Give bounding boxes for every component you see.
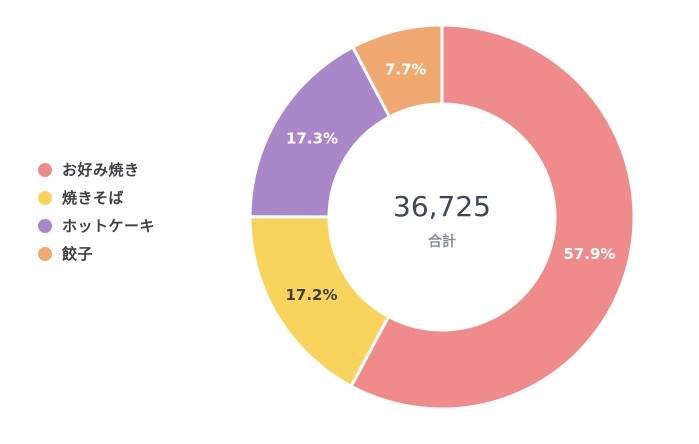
legend-swatch-gyoza	[38, 246, 52, 261]
legend-item-gyoza[interactable]: 餃子	[38, 244, 155, 263]
slice-label-gyoza: 7.7%	[385, 60, 427, 78]
legend-item-okonomiyaki[interactable]: お好み焼き	[38, 160, 155, 179]
legend-swatch-hotcake	[38, 218, 52, 233]
legend-swatch-yakisoba	[38, 190, 52, 205]
legend: お好み焼き 焼きそば ホットケーキ 餃子	[38, 160, 155, 263]
slice-label-hotcake: 17.3%	[286, 129, 338, 147]
slice-label-okonomiyaki: 57.9%	[563, 245, 615, 263]
legend-swatch-okonomiyaki	[38, 162, 52, 177]
slice-hotcake[interactable]	[248, 45, 391, 219]
slice-okonomiyaki[interactable]	[349, 23, 636, 411]
legend-label-hotcake: ホットケーキ	[62, 217, 156, 235]
legend-label-yakisoba: 焼きそば	[62, 189, 125, 207]
legend-label-gyoza: 餃子	[62, 245, 94, 263]
legend-item-yakisoba[interactable]: 焼きそば	[38, 188, 155, 207]
slice-gyoza[interactable]	[351, 23, 444, 119]
slice-label-yakisoba: 17.2%	[285, 286, 337, 304]
center-total: 36,725	[393, 190, 491, 223]
legend-item-hotcake[interactable]: ホットケーキ	[38, 216, 155, 235]
center-caption: 合計	[428, 233, 456, 250]
legend-label-okonomiyaki: お好み焼き	[62, 161, 140, 179]
